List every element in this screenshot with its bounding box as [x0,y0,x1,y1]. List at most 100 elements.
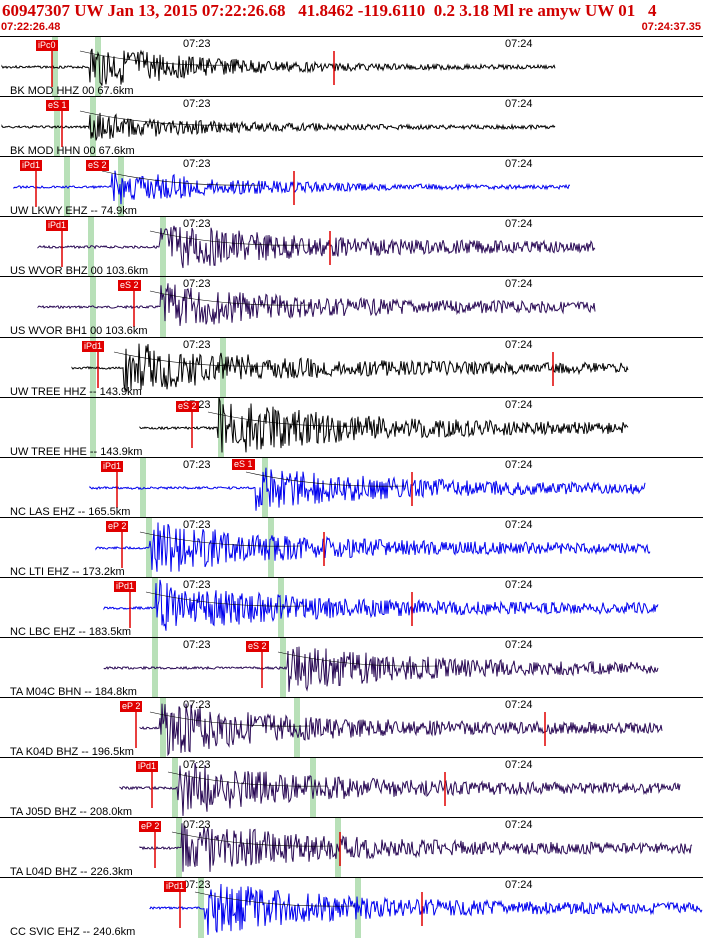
trace-panel[interactable]: 07:23 07:24 iPd1 CC SVIC EHZ -- 240.6km [0,877,703,938]
travel-time-curve [207,411,369,427]
time-tick-label: 07:24 [505,879,533,892]
phase-pick-label[interactable]: eS 2 [176,400,199,412]
waveform-line [1,48,556,86]
waveform-line [1,112,556,141]
time-tick-label: 07:23 [183,38,211,50]
station-label: TA M04C BHN -- 184.8km [10,686,137,698]
trace-panel[interactable]: 07:23 07:24 iPd1 US WVOR BHZ 00 103.6km [0,216,703,278]
phase-pick-label[interactable]: eS 1 [46,100,69,112]
station-label: NC LTI EHZ -- 173.2km [10,565,125,578]
time-tick-label: 07:23 [183,338,211,351]
waveform-line [37,283,596,327]
phase-pick-label[interactable]: iPd1 [114,580,137,592]
trace-panel[interactable]: 07:23 07:24 eP 2 NC LTI EHZ -- 173.2km [0,516,703,578]
travel-time-curve [79,50,241,66]
time-tick-label: 07:24 [505,518,533,531]
phase-window [294,698,300,759]
phase-window [160,217,166,278]
phase-window [268,517,274,578]
time-tick-label: 07:23 [183,278,211,291]
phase-pick-label[interactable]: iPd1 [82,340,105,352]
phase-pick-label[interactable]: eS 2 [86,160,109,172]
waveform [37,223,596,269]
phase-pick-label[interactable]: iPd1 [101,460,124,472]
time-tick-label: 07:23 [183,639,211,651]
travel-time-curve [245,471,407,487]
time-tick-label: 07:24 [505,218,533,231]
time-tick-label: 07:23 [183,879,211,892]
travel-time-curve [171,832,333,847]
station-label: BK MOD HHN 00 67.6km [10,145,135,158]
time-tick-label: 07:24 [505,699,533,712]
station-label: US WVOR BHZ 00 103.6km [10,265,149,278]
phase-pick-label[interactable]: iPd1 [164,881,187,893]
trace-panel[interactable]: 07:23 07:24 iPd1 TA J05D BHZ -- 208.0km [0,757,703,819]
waveform-line [149,884,703,936]
phase-window [118,157,124,218]
time-tick-label: 07:24 [505,819,533,832]
phase-pick-label[interactable]: eS 2 [118,280,141,292]
trace-panel[interactable]: 07:23 07:24 eS 2 US WVOR BH1 00 103.6km [0,276,703,338]
waveform-line [139,823,693,873]
phase-pick-label[interactable]: iPd1 [46,220,69,232]
phase-pick-label[interactable]: iPd1 [20,160,43,172]
travel-time-curve [139,531,301,547]
phase-pick-label[interactable]: eS 2 [246,641,269,652]
station-label: TA J05D BHZ -- 208.0km [10,806,133,819]
time-tick-label: 07:24 [505,398,533,411]
phase-window [160,277,166,338]
travel-time-curve [113,351,275,367]
event-header: 60947307 UW Jan 13, 2015 07:22:26.68 41.… [0,0,703,36]
trace-panel[interactable]: 07:23 07:24 eP 2 TA L04D BHZ -- 226.3km [0,817,703,879]
phase-window [146,517,152,578]
trace-panel[interactable]: 07:23 07:24 iPd1 eS 1 NC LAS EHZ -- 165.5km [0,456,703,518]
trace-panel[interactable]: 07:23 07:24 eP 2 TA K04D BHZ -- 196.5km [0,697,703,759]
time-tick-label: 07:24 [505,278,533,291]
trace-panel[interactable]: 07:23 07:24 eS 2 TA M04C BHN -- 184.8km [0,637,703,698]
station-label: CC SVIC EHZ -- 240.6km [10,926,136,938]
time-tick-label: 07:23 [183,218,211,231]
station-label: NC LBC EHZ -- 183.5km [10,625,132,638]
trace-panel[interactable]: 07:23 07:24 iPd1 UW TREE HHZ -- 143.9km [0,336,703,398]
waveform-line [119,763,681,817]
station-label: TA K04D BHZ -- 196.5km [10,746,134,759]
trace-panel[interactable]: 07:23 07:24 iPd1 eS 2 UW LKWY EHZ -- 74.9km [0,156,703,218]
trace-panel[interactable]: 07:23 07:24 iPd1 NC LBC EHZ -- 183.5km [0,576,703,638]
phase-window [90,277,96,338]
time-tick-label: 07:23 [183,578,211,591]
travel-time-curve [79,110,241,126]
waveform-line [89,467,646,511]
travel-time-curve [145,591,307,607]
waveform-line [103,646,659,692]
travel-time-curve [149,711,311,727]
phase-window [198,878,204,938]
phase-pick-label[interactable]: iPd1 [136,761,159,773]
time-tick-label: 07:23 [183,98,211,111]
event-title: 60947307 UW Jan 13, 2015 07:22:26.68 41.… [2,1,657,20]
phase-pick-label[interactable]: eP 2 [139,821,162,833]
time-tick-label: 07:24 [505,158,533,171]
station-label: UW LKWY EHZ -- 74.9km [10,205,137,218]
waveform-line [71,343,629,391]
station-label: UW TREE HHE -- 143.9km [10,445,143,458]
phase-window [172,758,178,819]
phase-window [90,97,96,158]
time-tick-label: 07:23 [183,458,211,471]
time-tick-label: 07:23 [183,699,211,712]
travel-time-curve [194,892,356,907]
trace-panel[interactable]: 07:23 07:24 eS 1 BK MOD HHN 00 67.6km [0,96,703,158]
seismogram-traces[interactable]: 07:23 07:24 iPc0 BK MOD HHZ 00 67.6km 07:23 0… [0,36,703,938]
start-time: 07:22:26.48 [1,21,61,33]
time-tick-label: 07:24 [505,338,533,351]
phase-window [88,217,94,278]
time-tick-label: 07:24 [505,639,533,651]
phase-pick-label[interactable]: eP 2 [120,701,143,713]
phase-pick-label[interactable]: eP 2 [106,520,129,532]
waveform [1,43,556,87]
phase-pick-label[interactable]: eS 1 [232,458,255,470]
phase-pick-label[interactable]: iPc0 [36,40,58,51]
phase-window [220,337,226,398]
phase-window [95,37,101,97]
trace-panel[interactable]: 07:23 07:24 iPc0 BK MOD HHZ 00 67.6km [0,36,703,97]
